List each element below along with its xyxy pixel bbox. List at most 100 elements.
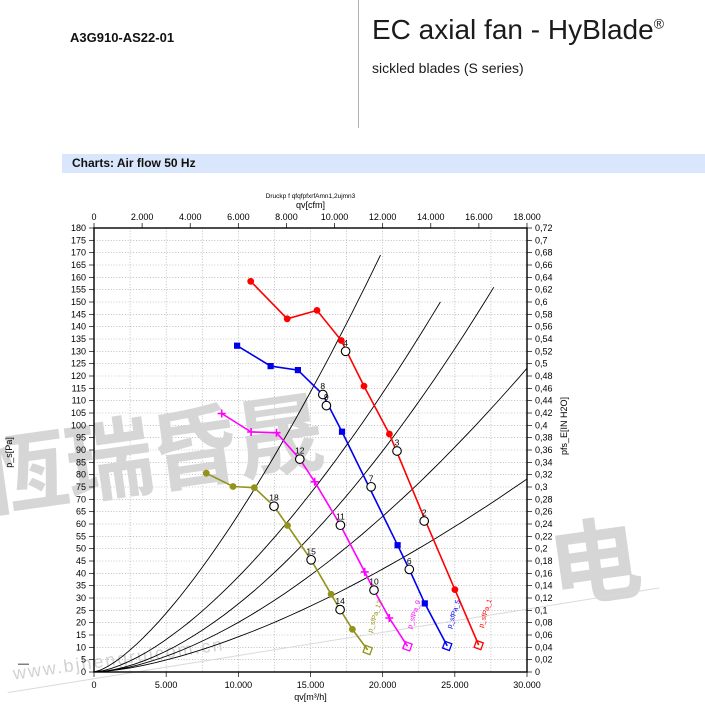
svg-text:85: 85 (76, 457, 86, 467)
svg-text:15: 15 (76, 630, 86, 640)
svg-text:0,38: 0,38 (535, 433, 553, 443)
svg-text:pfs_E[IN H2O]: pfs_E[IN H2O] (559, 397, 569, 455)
svg-text:9: 9 (324, 392, 329, 402)
svg-text:电: 电 (539, 484, 649, 629)
svg-text:0,34: 0,34 (535, 457, 553, 467)
svg-text:12.000: 12.000 (369, 212, 397, 222)
svg-text:2: 2 (422, 508, 427, 518)
svg-text:120: 120 (71, 371, 86, 381)
svg-text:140: 140 (71, 322, 86, 332)
svg-text:6.000: 6.000 (227, 212, 250, 222)
svg-text:0: 0 (91, 680, 96, 690)
svg-text:Druckp f qfqfpfxrfAmn1,2ujmn3: Druckp f qfqfpfxrfAmn1,2ujmn3 (266, 193, 356, 200)
svg-text:105: 105 (71, 408, 86, 418)
svg-text:0,06: 0,06 (535, 630, 553, 640)
svg-text:0,58: 0,58 (535, 309, 553, 319)
svg-text:35: 35 (76, 581, 86, 591)
svg-text:0,72: 0,72 (535, 223, 553, 233)
svg-text:155: 155 (71, 285, 86, 295)
svg-text:150: 150 (71, 297, 86, 307)
svg-text:15: 15 (306, 546, 316, 556)
svg-text:0,14: 0,14 (535, 581, 553, 591)
svg-text:5: 5 (81, 655, 86, 665)
svg-text:12: 12 (295, 446, 305, 456)
svg-text:18.000: 18.000 (513, 212, 541, 222)
svg-text:8: 8 (320, 381, 325, 391)
svg-text:0,24: 0,24 (535, 519, 553, 529)
svg-text:20.000: 20.000 (369, 680, 397, 690)
svg-text:30: 30 (76, 593, 86, 603)
svg-text:0,56: 0,56 (535, 322, 553, 332)
svg-text:10: 10 (76, 642, 86, 652)
svg-text:0,04: 0,04 (535, 642, 553, 652)
svg-text:0,62: 0,62 (535, 285, 553, 295)
svg-text:125: 125 (71, 359, 86, 369)
svg-text:0,7: 0,7 (535, 235, 548, 245)
svg-text:40: 40 (76, 568, 86, 578)
svg-text:10: 10 (369, 577, 379, 587)
svg-text:10.000: 10.000 (321, 212, 349, 222)
svg-text:170: 170 (71, 248, 86, 258)
svg-text:0,2: 0,2 (535, 544, 548, 554)
svg-text:80: 80 (76, 470, 86, 480)
svg-text:0,22: 0,22 (535, 531, 553, 541)
svg-text:135: 135 (71, 334, 86, 344)
svg-text:0,46: 0,46 (535, 383, 553, 393)
svg-text:25.000: 25.000 (441, 680, 469, 690)
svg-text:16.000: 16.000 (465, 212, 493, 222)
svg-text:70: 70 (76, 494, 86, 504)
svg-text:165: 165 (71, 260, 86, 270)
svg-text:18: 18 (269, 493, 279, 503)
svg-text:95: 95 (76, 433, 86, 443)
svg-text:0,66: 0,66 (535, 260, 553, 270)
svg-text:45: 45 (76, 556, 86, 566)
svg-text:qv[cfm]: qv[cfm] (296, 200, 325, 210)
svg-text:25: 25 (76, 605, 86, 615)
svg-text:2.000: 2.000 (131, 212, 154, 222)
svg-text:4: 4 (343, 338, 348, 348)
svg-text:0,4: 0,4 (535, 420, 548, 430)
svg-text:8.000: 8.000 (275, 212, 298, 222)
svg-text:0,08: 0,08 (535, 618, 553, 628)
svg-text:0,12: 0,12 (535, 593, 553, 603)
svg-text:0: 0 (91, 212, 96, 222)
svg-text:14.000: 14.000 (417, 212, 445, 222)
svg-text:0,1: 0,1 (535, 605, 548, 615)
svg-text:160: 160 (71, 272, 86, 282)
svg-text:0,36: 0,36 (535, 445, 553, 455)
svg-text:5.000: 5.000 (155, 680, 178, 690)
svg-text:11: 11 (336, 512, 345, 522)
svg-text:145: 145 (71, 309, 86, 319)
svg-text:0,26: 0,26 (535, 507, 553, 517)
svg-text:0,44: 0,44 (535, 396, 553, 406)
svg-text:130: 130 (71, 346, 86, 356)
svg-text:0,6: 0,6 (535, 297, 548, 307)
svg-text:0,3: 0,3 (535, 482, 548, 492)
svg-text:75: 75 (76, 482, 86, 492)
svg-text:50: 50 (76, 544, 86, 554)
svg-text:0,64: 0,64 (535, 272, 553, 282)
svg-text:7: 7 (369, 473, 374, 483)
svg-text:15.000: 15.000 (297, 680, 325, 690)
svg-text:0,16: 0,16 (535, 568, 553, 578)
svg-text:0,48: 0,48 (535, 371, 553, 381)
svg-text:65: 65 (76, 507, 86, 517)
svg-text:20: 20 (76, 618, 86, 628)
svg-text:0,28: 0,28 (535, 494, 553, 504)
svg-text:0,52: 0,52 (535, 346, 553, 356)
svg-text:0: 0 (535, 667, 540, 677)
svg-text:0,32: 0,32 (535, 470, 553, 480)
svg-text:3: 3 (395, 438, 400, 448)
svg-text:0,68: 0,68 (535, 248, 553, 258)
svg-text:4.000: 4.000 (179, 212, 202, 222)
svg-text:14: 14 (335, 596, 345, 606)
svg-text:115: 115 (72, 383, 86, 393)
svg-text:0,02: 0,02 (535, 655, 553, 665)
svg-text:55: 55 (76, 531, 86, 541)
svg-text:qv[m³/h]: qv[m³/h] (294, 692, 327, 702)
svg-text:6: 6 (407, 556, 412, 566)
svg-text:0,5: 0,5 (535, 359, 548, 369)
svg-text:110: 110 (72, 396, 86, 406)
svg-text:—: — (18, 658, 29, 670)
svg-text:0: 0 (81, 667, 86, 677)
